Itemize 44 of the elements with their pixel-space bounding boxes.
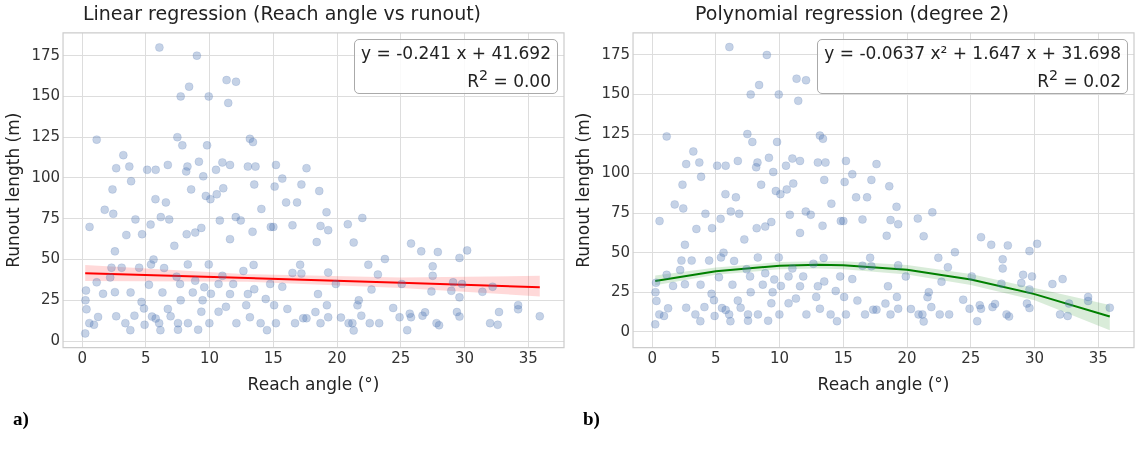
x-tick-label: 25 <box>961 349 981 368</box>
x-tick-label: 20 <box>327 349 347 368</box>
x-tick-label: 0 <box>77 349 87 368</box>
x-tick-label: 20 <box>897 349 917 368</box>
y-axis-title: Runout length (m) <box>572 112 593 268</box>
y-tick-label: 50 <box>610 242 631 261</box>
y-tick-label: 50 <box>40 249 61 268</box>
y-tick-label: 0 <box>50 330 61 349</box>
y-tick-label: 75 <box>40 208 61 227</box>
x-tick-label: 25 <box>391 349 411 368</box>
y-tick-label: 25 <box>40 290 61 309</box>
y-axis-title: Runout length (m) <box>2 112 23 268</box>
y-tick-label: 100 <box>31 167 61 186</box>
y-tick-label: 75 <box>610 203 631 222</box>
text: b) <box>583 408 600 430</box>
annotation: R$^{2}$ = 0.00 <box>466 65 551 92</box>
x-tick-label: 30 <box>455 349 475 368</box>
x-tick-label: 35 <box>518 349 538 368</box>
x-tick-label: 10 <box>770 349 790 368</box>
annotation: y = -0.241 x + 41.692 <box>361 41 551 64</box>
text: a) <box>13 408 29 430</box>
x-tick-label: 35 <box>1088 349 1108 368</box>
x-tick-label: 15 <box>833 349 853 368</box>
y-tick-label: 0 <box>620 321 631 340</box>
y-tick-label: 175 <box>601 44 631 63</box>
x-tick-label: 5 <box>711 349 721 368</box>
y-tick-label: 125 <box>601 123 631 142</box>
x-axis-title: Reach angle (°) <box>817 374 950 395</box>
x-tick-label: 5 <box>141 349 151 368</box>
x-axis-title: Reach angle (°) <box>247 374 380 395</box>
y-tick-label: 125 <box>31 127 61 146</box>
y-tick-label: 150 <box>31 86 61 105</box>
annotation: R$^{2}$ = 0.02 <box>1036 65 1121 92</box>
x-tick-label: 30 <box>1025 349 1045 368</box>
x-tick-label: 10 <box>200 349 220 368</box>
y-tick-label: 150 <box>601 84 631 103</box>
y-tick-label: 175 <box>31 45 61 64</box>
y-tick-label: 25 <box>610 282 631 301</box>
chart-title: Polynomial regression (degree 2) <box>695 2 1009 25</box>
x-tick-label: 15 <box>263 349 283 368</box>
y-tick-label: 100 <box>601 163 631 182</box>
annotation: y = -0.0637 x² + 1.647 x + 31.698 <box>824 41 1121 64</box>
chart-title: Linear regression (Reach angle vs runout) <box>82 2 482 25</box>
x-tick-label: 0 <box>647 349 657 368</box>
